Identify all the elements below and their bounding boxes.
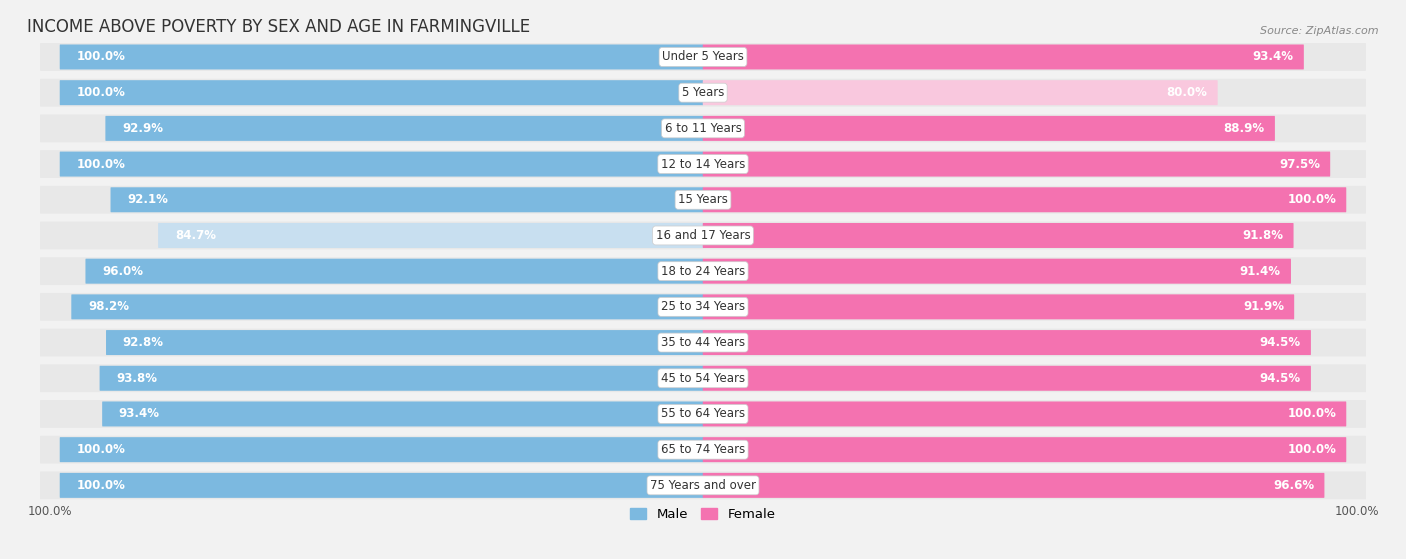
Text: 94.5%: 94.5% — [1260, 372, 1301, 385]
Text: 93.8%: 93.8% — [117, 372, 157, 385]
Text: 98.2%: 98.2% — [89, 300, 129, 314]
FancyBboxPatch shape — [703, 45, 1303, 69]
FancyBboxPatch shape — [157, 223, 703, 248]
Text: 100.0%: 100.0% — [27, 505, 72, 518]
FancyBboxPatch shape — [703, 473, 1324, 498]
Text: 12 to 14 Years: 12 to 14 Years — [661, 158, 745, 170]
FancyBboxPatch shape — [59, 437, 703, 462]
Text: 92.9%: 92.9% — [122, 122, 163, 135]
FancyBboxPatch shape — [39, 186, 1367, 214]
Text: 100.0%: 100.0% — [1288, 193, 1336, 206]
Text: 94.5%: 94.5% — [1260, 336, 1301, 349]
FancyBboxPatch shape — [703, 187, 1347, 212]
Text: 100.0%: 100.0% — [76, 50, 125, 64]
FancyBboxPatch shape — [703, 116, 1275, 141]
Text: Source: ZipAtlas.com: Source: ZipAtlas.com — [1260, 26, 1379, 36]
Text: 6 to 11 Years: 6 to 11 Years — [665, 122, 741, 135]
FancyBboxPatch shape — [105, 330, 703, 355]
FancyBboxPatch shape — [703, 401, 1347, 427]
Text: 100.0%: 100.0% — [76, 86, 125, 99]
FancyBboxPatch shape — [39, 329, 1367, 357]
FancyBboxPatch shape — [105, 116, 703, 141]
Text: 35 to 44 Years: 35 to 44 Years — [661, 336, 745, 349]
Text: 100.0%: 100.0% — [1288, 408, 1336, 420]
FancyBboxPatch shape — [39, 471, 1367, 499]
Text: INCOME ABOVE POVERTY BY SEX AND AGE IN FARMINGVILLE: INCOME ABOVE POVERTY BY SEX AND AGE IN F… — [27, 18, 530, 36]
FancyBboxPatch shape — [111, 187, 703, 212]
FancyBboxPatch shape — [59, 151, 703, 177]
Text: 100.0%: 100.0% — [1334, 505, 1379, 518]
Text: 91.4%: 91.4% — [1240, 264, 1281, 278]
FancyBboxPatch shape — [39, 43, 1367, 71]
Text: 5 Years: 5 Years — [682, 86, 724, 99]
Text: 100.0%: 100.0% — [76, 443, 125, 456]
Text: Under 5 Years: Under 5 Years — [662, 50, 744, 64]
FancyBboxPatch shape — [703, 437, 1347, 462]
FancyBboxPatch shape — [39, 436, 1367, 463]
FancyBboxPatch shape — [59, 473, 703, 498]
Text: 55 to 64 Years: 55 to 64 Years — [661, 408, 745, 420]
FancyBboxPatch shape — [39, 79, 1367, 107]
Text: 100.0%: 100.0% — [76, 158, 125, 170]
Text: 92.1%: 92.1% — [127, 193, 169, 206]
Text: 80.0%: 80.0% — [1167, 86, 1208, 99]
Text: 92.8%: 92.8% — [122, 336, 163, 349]
Text: 100.0%: 100.0% — [1288, 443, 1336, 456]
Text: 15 Years: 15 Years — [678, 193, 728, 206]
FancyBboxPatch shape — [39, 115, 1367, 143]
Text: 84.7%: 84.7% — [174, 229, 215, 242]
FancyBboxPatch shape — [39, 293, 1367, 321]
FancyBboxPatch shape — [703, 366, 1310, 391]
FancyBboxPatch shape — [100, 366, 703, 391]
FancyBboxPatch shape — [86, 259, 703, 283]
Text: 91.9%: 91.9% — [1243, 300, 1284, 314]
Text: 100.0%: 100.0% — [76, 479, 125, 492]
Text: 93.4%: 93.4% — [1253, 50, 1294, 64]
Text: 25 to 34 Years: 25 to 34 Years — [661, 300, 745, 314]
Text: 96.0%: 96.0% — [103, 264, 143, 278]
FancyBboxPatch shape — [103, 401, 703, 427]
FancyBboxPatch shape — [39, 221, 1367, 249]
Text: 65 to 74 Years: 65 to 74 Years — [661, 443, 745, 456]
FancyBboxPatch shape — [703, 80, 1218, 105]
FancyBboxPatch shape — [59, 45, 703, 69]
FancyBboxPatch shape — [703, 223, 1294, 248]
FancyBboxPatch shape — [72, 295, 703, 319]
Text: 97.5%: 97.5% — [1279, 158, 1320, 170]
FancyBboxPatch shape — [39, 257, 1367, 285]
Text: 91.8%: 91.8% — [1243, 229, 1284, 242]
Text: 93.4%: 93.4% — [120, 408, 160, 420]
Text: 45 to 54 Years: 45 to 54 Years — [661, 372, 745, 385]
FancyBboxPatch shape — [703, 295, 1294, 319]
Text: 18 to 24 Years: 18 to 24 Years — [661, 264, 745, 278]
Text: 96.6%: 96.6% — [1274, 479, 1315, 492]
FancyBboxPatch shape — [703, 330, 1310, 355]
FancyBboxPatch shape — [39, 150, 1367, 178]
FancyBboxPatch shape — [39, 400, 1367, 428]
FancyBboxPatch shape — [703, 259, 1291, 283]
FancyBboxPatch shape — [59, 80, 703, 105]
FancyBboxPatch shape — [703, 151, 1330, 177]
FancyBboxPatch shape — [39, 364, 1367, 392]
Text: 88.9%: 88.9% — [1223, 122, 1265, 135]
Text: 16 and 17 Years: 16 and 17 Years — [655, 229, 751, 242]
Legend: Male, Female: Male, Female — [626, 503, 780, 527]
Text: 75 Years and over: 75 Years and over — [650, 479, 756, 492]
